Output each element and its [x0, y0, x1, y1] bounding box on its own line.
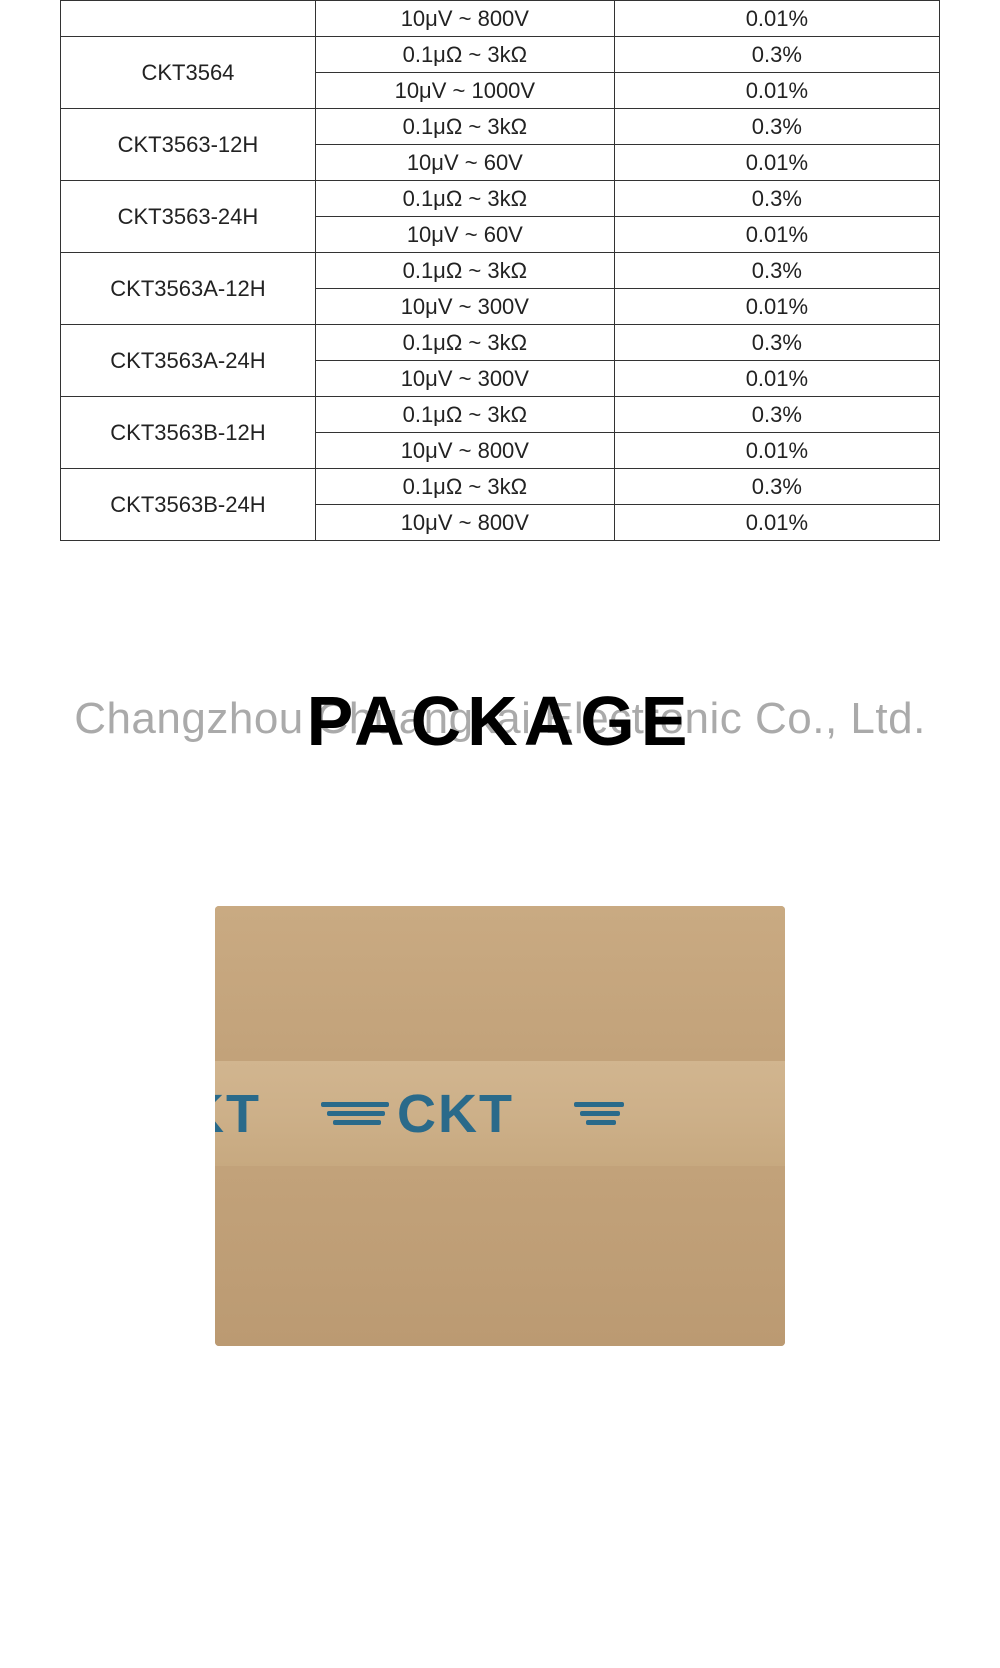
range-cell: 10μV ~ 300V: [315, 361, 614, 397]
table-row: CKT3563B-24H0.1μΩ ~ 3kΩ0.3%: [61, 469, 940, 505]
accuracy-cell: 0.3%: [614, 325, 939, 361]
logo-lines-icon: [321, 1102, 389, 1125]
range-cell: 0.1μΩ ~ 3kΩ: [315, 181, 614, 217]
table-row: CKT3563A-12H0.1μΩ ~ 3kΩ0.3%: [61, 253, 940, 289]
accuracy-cell: 0.01%: [614, 1, 939, 37]
range-cell: 10μV ~ 1000V: [315, 73, 614, 109]
accuracy-cell: 0.3%: [614, 469, 939, 505]
box-tape: KT CKT: [215, 1061, 785, 1166]
range-cell: 0.1μΩ ~ 3kΩ: [315, 109, 614, 145]
range-cell: 0.1μΩ ~ 3kΩ: [315, 37, 614, 73]
range-cell: 10μV ~ 800V: [315, 505, 614, 541]
spec-table: 10μV ~ 800V0.01%CKT35640.1μΩ ~ 3kΩ0.3%10…: [60, 0, 940, 541]
accuracy-cell: 0.01%: [614, 361, 939, 397]
box-top-panel: [215, 906, 785, 1061]
table-row: CKT3563-12H0.1μΩ ~ 3kΩ0.3%: [61, 109, 940, 145]
accuracy-cell: 0.01%: [614, 73, 939, 109]
logo-partial-left: KT: [215, 1083, 261, 1145]
accuracy-cell: 0.3%: [614, 37, 939, 73]
accuracy-cell: 0.3%: [614, 253, 939, 289]
model-cell: CKT3563A-12H: [61, 253, 316, 325]
table-row: 10μV ~ 800V0.01%: [61, 1, 940, 37]
logo-partial-right-icon: [574, 1102, 624, 1125]
package-heading-wrapper: Changzhou Chuangkai Electronic Co., Ltd.…: [0, 681, 1000, 761]
range-cell: 10μV ~ 800V: [315, 1, 614, 37]
table-row: CKT3563-24H0.1μΩ ~ 3kΩ0.3%: [61, 181, 940, 217]
range-cell: 0.1μΩ ~ 3kΩ: [315, 253, 614, 289]
logo-text: CKT: [397, 1083, 514, 1145]
table-row: CKT35640.1μΩ ~ 3kΩ0.3%: [61, 37, 940, 73]
accuracy-cell: 0.01%: [614, 217, 939, 253]
accuracy-cell: 0.3%: [614, 109, 939, 145]
model-cell: CKT3563B-12H: [61, 397, 316, 469]
model-cell: [61, 1, 316, 37]
model-cell: CKT3564: [61, 37, 316, 109]
range-cell: 10μV ~ 300V: [315, 289, 614, 325]
package-box: KT CKT: [215, 906, 785, 1346]
range-cell: 10μV ~ 800V: [315, 433, 614, 469]
range-cell: 0.1μΩ ~ 3kΩ: [315, 469, 614, 505]
model-cell: CKT3563B-24H: [61, 469, 316, 541]
accuracy-cell: 0.01%: [614, 433, 939, 469]
spec-table-wrapper: 10μV ~ 800V0.01%CKT35640.1μΩ ~ 3kΩ0.3%10…: [60, 0, 940, 541]
table-row: CKT3563B-12H0.1μΩ ~ 3kΩ0.3%: [61, 397, 940, 433]
range-cell: 10μV ~ 60V: [315, 217, 614, 253]
box-bottom-panel: [215, 1166, 785, 1346]
package-image-wrapper: KT CKT: [0, 906, 1000, 1346]
accuracy-cell: 0.3%: [614, 397, 939, 433]
accuracy-cell: 0.01%: [614, 505, 939, 541]
range-cell: 10μV ~ 60V: [315, 145, 614, 181]
model-cell: CKT3563-12H: [61, 109, 316, 181]
model-cell: CKT3563-24H: [61, 181, 316, 253]
table-row: CKT3563A-24H0.1μΩ ~ 3kΩ0.3%: [61, 325, 940, 361]
range-cell: 0.1μΩ ~ 3kΩ: [315, 325, 614, 361]
accuracy-cell: 0.01%: [614, 289, 939, 325]
package-title: PACKAGE: [307, 681, 694, 761]
model-cell: CKT3563A-24H: [61, 325, 316, 397]
accuracy-cell: 0.01%: [614, 145, 939, 181]
accuracy-cell: 0.3%: [614, 181, 939, 217]
range-cell: 0.1μΩ ~ 3kΩ: [315, 397, 614, 433]
ckt-logo: CKT: [321, 1083, 514, 1145]
